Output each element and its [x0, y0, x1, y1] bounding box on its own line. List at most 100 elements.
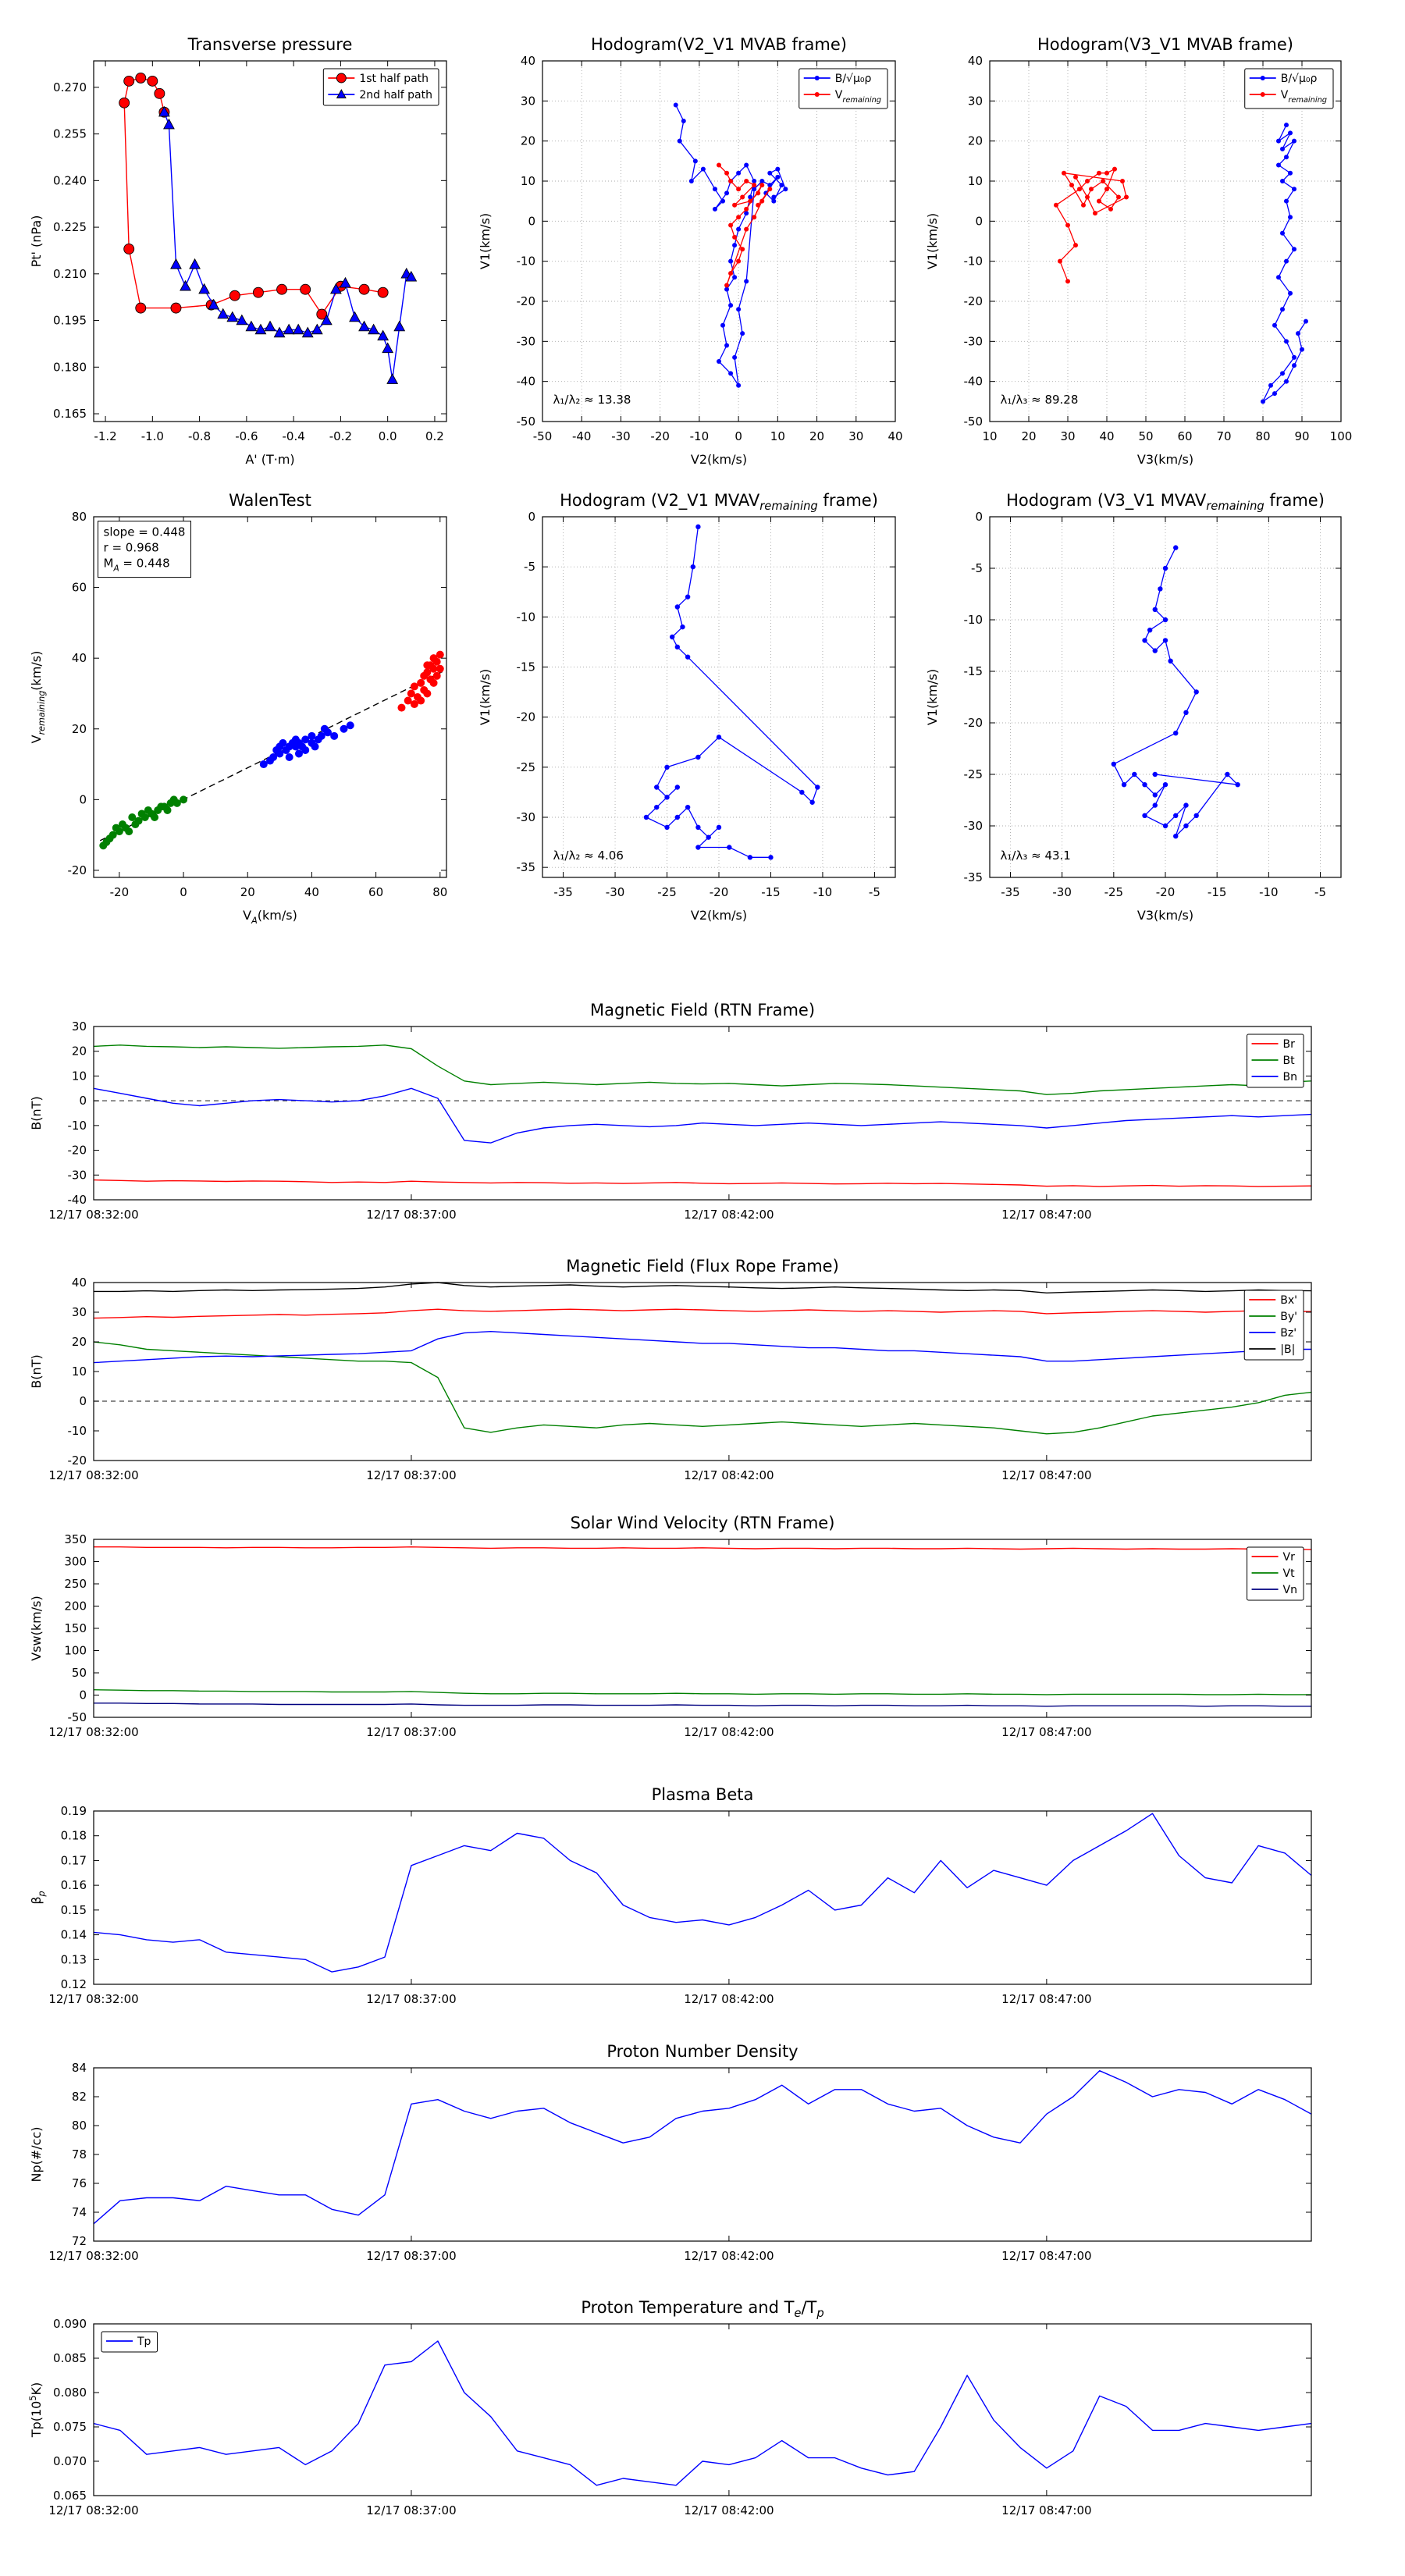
svg-text:12/17 08:37:00: 12/17 08:37:00 [366, 2249, 456, 2263]
svg-text:12/17 08:42:00: 12/17 08:42:00 [684, 1468, 774, 1482]
annotation: λ₁/λ₂ ≈ 4.06 [553, 849, 624, 863]
svg-text:-30: -30 [611, 429, 631, 443]
svg-text:20: 20 [1021, 429, 1036, 443]
series-By' [93, 1341, 1312, 1435]
svg-text:-20: -20 [517, 710, 536, 724]
svg-text:1st half path: 1st half path [359, 73, 429, 85]
svg-text:Vremaining: Vremaining [1281, 89, 1327, 105]
svg-text:Vt: Vt [1283, 1567, 1296, 1580]
svg-text:12/17 08:47:00: 12/17 08:47:00 [1001, 2249, 1091, 2263]
svg-text:V3(km/s): V3(km/s) [1137, 452, 1193, 467]
svg-text:Plasma Beta: Plasma Beta [652, 1785, 754, 1804]
legend-tp: Tp [101, 2331, 158, 2353]
svg-text:-20: -20 [650, 429, 670, 443]
svg-text:-0.4: -0.4 [282, 429, 304, 443]
svg-text:0.270: 0.270 [53, 80, 87, 94]
svg-text:84: 84 [72, 2061, 87, 2075]
svg-text:0.090: 0.090 [53, 2317, 87, 2331]
svg-text:12/17 08:47:00: 12/17 08:47:00 [1001, 1992, 1091, 2006]
series-group-vsw [93, 1546, 1312, 1707]
svg-text:0: 0 [79, 1094, 87, 1108]
svg-text:12/17 08:37:00: 12/17 08:37:00 [366, 1468, 456, 1482]
svg-text:10: 10 [982, 429, 997, 443]
svg-text:-30: -30 [68, 1168, 87, 1182]
svg-text:0.195: 0.195 [53, 314, 87, 328]
svg-text:B(nT): B(nT) [29, 1096, 44, 1130]
svg-text:20: 20 [521, 134, 535, 148]
svg-text:-40: -40 [517, 375, 536, 389]
svg-text:-15: -15 [761, 885, 781, 899]
svg-text:100: 100 [64, 1644, 87, 1658]
annotation: λ₁/λ₃ ≈ 43.1 [1001, 849, 1071, 863]
svg-text:A' (T·m): A' (T·m) [245, 452, 294, 467]
svg-text:0.070: 0.070 [53, 2454, 87, 2468]
series-B/√μ₀ρ [675, 105, 787, 386]
svg-text:82: 82 [72, 2090, 87, 2104]
chart-walen: -20 0 20 40 60 80 -20 0 20 40 60 80 WalenTest VA(km/s… [29, 491, 447, 926]
svg-text:Hodogram(V3_V1 MVAB frame): Hodogram(V3_V1 MVAB frame) [1037, 35, 1293, 55]
svg-text:10: 10 [72, 1364, 87, 1379]
svg-text:Transverse pressure: Transverse pressure [187, 35, 353, 54]
svg-text:βp: βp [29, 1891, 47, 1904]
svg-text:80: 80 [72, 2119, 87, 2133]
svg-text:0.15: 0.15 [61, 1903, 87, 1917]
svg-text:r = 0.968: r = 0.968 [104, 541, 159, 555]
svg-text:20: 20 [968, 134, 983, 148]
svg-text:20: 20 [72, 722, 87, 736]
series-group-pressure [119, 72, 418, 384]
svg-text:Solar Wind Velocity (RTN Frame: Solar Wind Velocity (RTN Frame) [571, 1514, 835, 1532]
svg-text:-15: -15 [517, 660, 536, 674]
series-|B| [94, 1282, 1312, 1293]
svg-text:-30: -30 [517, 334, 536, 348]
svg-text:20: 20 [809, 429, 824, 443]
svg-text:-30: -30 [517, 810, 536, 824]
svg-text:0.065: 0.065 [53, 2489, 87, 2503]
legend-hodo_v3v1_mvab: B/√μ₀ρ Vremaining [1244, 68, 1334, 109]
series-group-hodo_v3v1_mvav [1111, 545, 1240, 839]
chart-hodo_v3v1_mvab: 10 20 30 40 50 60 70 80 90 100 -50 -40 -30 -20 -10 0 10 2… [925, 35, 1352, 467]
svg-text:-15: -15 [964, 664, 984, 678]
svg-text:30: 30 [968, 94, 983, 108]
svg-text:-35: -35 [517, 860, 536, 874]
legend-hodo_v2v1_mvab: B/√μ₀ρ Vremaining [799, 68, 888, 109]
svg-text:250: 250 [64, 1577, 87, 1591]
svg-text:0.225: 0.225 [53, 220, 87, 234]
svg-text:V1(km/s): V1(km/s) [925, 213, 940, 269]
svg-text:12/17 08:42:00: 12/17 08:42:00 [684, 1725, 774, 1739]
svg-text:Magnetic Field (RTN Frame): Magnetic Field (RTN Frame) [590, 1001, 815, 1019]
svg-text:Br: Br [1283, 1038, 1296, 1051]
series-group-hodo_v2v1_mvav [643, 524, 820, 860]
svg-text:0.240: 0.240 [53, 173, 87, 187]
legend-vsw: Vr Vt Vn [1247, 1546, 1304, 1601]
series-Tp [93, 2340, 1312, 2486]
series-Bt [93, 1044, 1312, 1095]
svg-text:76: 76 [72, 2176, 87, 2190]
series-Bx' [93, 1308, 1312, 1319]
svg-text:-40: -40 [964, 375, 984, 389]
svg-text:20: 20 [72, 1335, 87, 1349]
series-Bz' [93, 1331, 1311, 1364]
svg-text:0.17: 0.17 [61, 1853, 87, 1867]
svg-text:Bx': Bx' [1280, 1294, 1297, 1307]
svg-text:-0.2: -0.2 [329, 429, 352, 443]
svg-text:B(nT): B(nT) [29, 1354, 44, 1388]
legend-b_fr: Bx' By' Bz' |B| [1243, 1290, 1304, 1361]
svg-text:60: 60 [1177, 429, 1192, 443]
series-Bn [93, 1087, 1312, 1144]
svg-text:Vsw(km/s): Vsw(km/s) [29, 1596, 44, 1660]
svg-text:0.210: 0.210 [53, 267, 87, 281]
svg-text:12/17 08:32:00: 12/17 08:32:00 [48, 1208, 138, 1222]
svg-text:80: 80 [72, 510, 87, 524]
svg-text:12/17 08:47:00: 12/17 08:47:00 [1001, 2503, 1091, 2517]
svg-text:-50: -50 [533, 429, 553, 443]
svg-text:WalenTest: WalenTest [229, 491, 311, 510]
svg-text:Vremaining: Vremaining [835, 89, 881, 105]
svg-text:-30: -30 [606, 885, 625, 899]
svg-text:0: 0 [79, 1688, 87, 1703]
svg-text:40: 40 [968, 54, 983, 68]
svg-text:100: 100 [1330, 429, 1353, 443]
svg-text:40: 40 [1099, 429, 1114, 443]
svg-text:V2(km/s): V2(km/s) [691, 908, 747, 923]
svg-text:70: 70 [1216, 429, 1231, 443]
series-V_remaining [646, 526, 818, 858]
